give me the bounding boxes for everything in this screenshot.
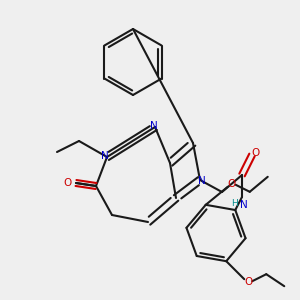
Text: O: O [251,148,259,158]
Text: O: O [64,178,72,188]
Text: O: O [228,179,236,189]
Text: N: N [150,121,158,131]
Text: N: N [101,151,109,161]
Text: H: H [231,199,237,208]
Text: N: N [198,176,206,186]
Text: N: N [240,200,248,210]
Text: O: O [244,277,252,287]
